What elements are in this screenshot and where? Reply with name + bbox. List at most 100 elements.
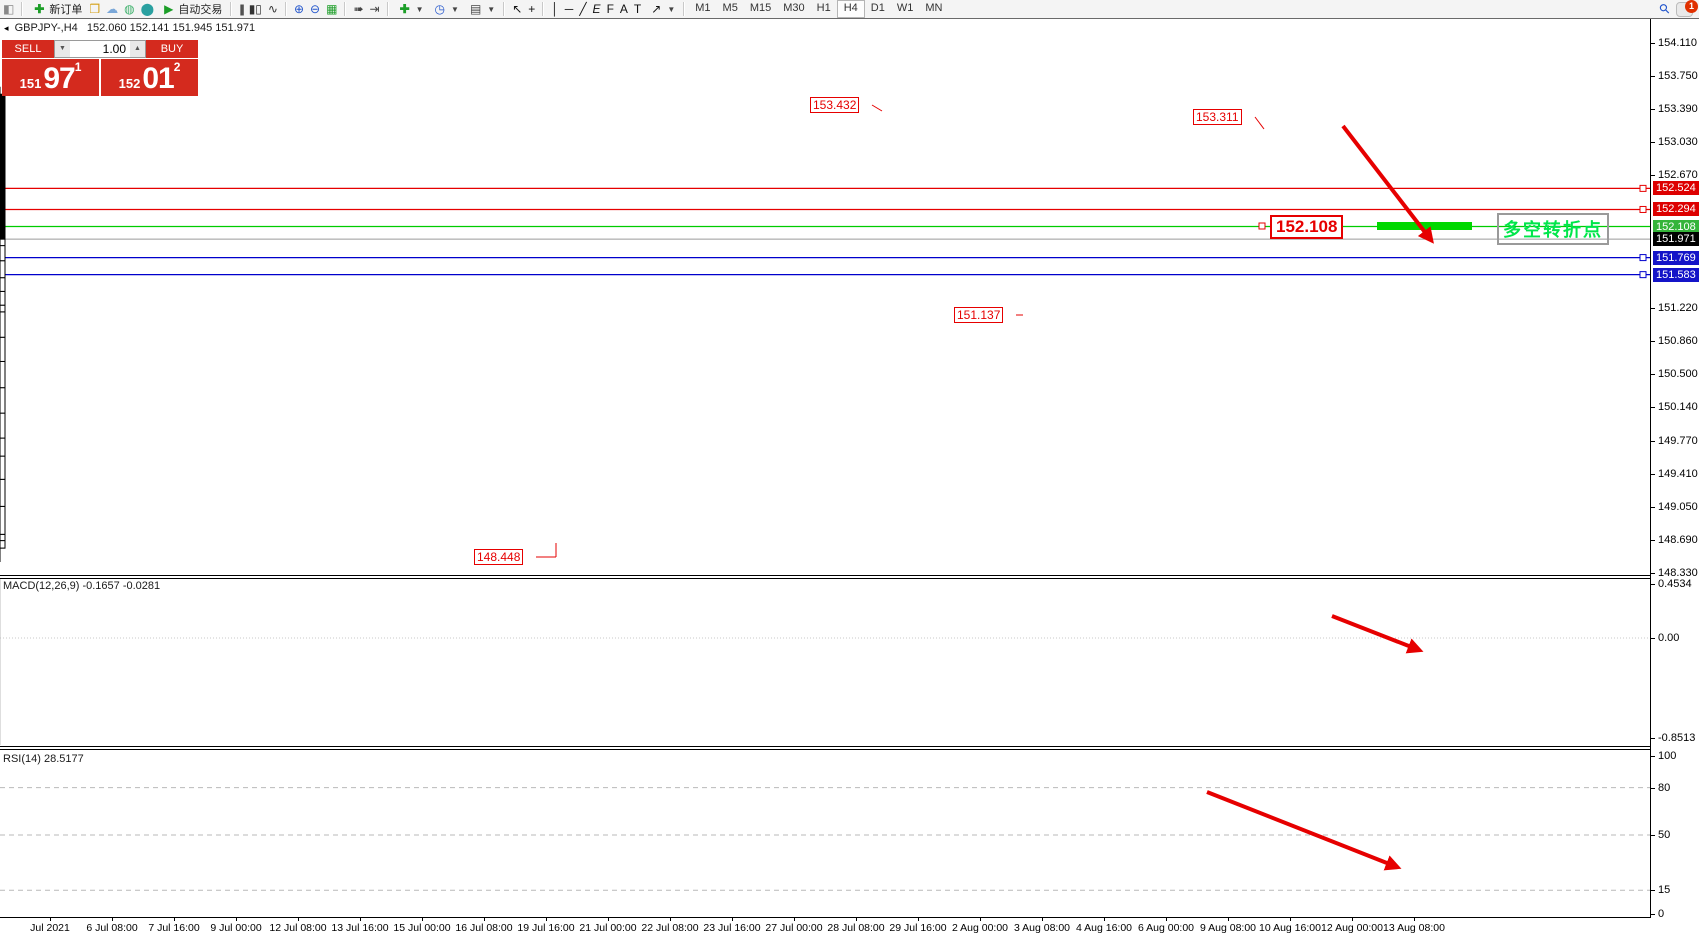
add-indicator-icon: ✚ (399, 2, 410, 16)
sell-button[interactable]: SELL (2, 40, 54, 58)
time-tick-label: 28 Jul 08:00 (827, 922, 885, 934)
market-icon[interactable]: ❒ (89, 2, 101, 16)
time-tick-label: 23 Jul 16:00 (703, 922, 761, 934)
price-tag-152.108[interactable]: 152.108 (1270, 215, 1344, 239)
equidistant-channel-icon[interactable]: E (592, 2, 601, 16)
time-tick-label: 3 Aug 08:00 (1013, 922, 1071, 934)
timeframe-H4[interactable]: H4 (836, 0, 865, 18)
timeframe-M15[interactable]: M15 (749, 2, 772, 14)
periods-button[interactable]: ◷ ▼ (428, 1, 463, 17)
time-tick (360, 918, 361, 921)
price-tick (1651, 572, 1655, 574)
new-order-button[interactable]: ✚ 新订单 (27, 1, 86, 17)
price-axis[interactable]: 154.110 153.750 153.390 153.030 152.670 151.2… (1650, 19, 1699, 920)
text-label-icon[interactable]: T (633, 2, 642, 16)
time-tick (732, 918, 733, 921)
price-tag-151.137[interactable]: 151.137 (954, 307, 1004, 323)
timeframe-MN[interactable]: MN (925, 2, 943, 14)
buy-button[interactable]: BUY (146, 40, 198, 58)
chart-shift-icon[interactable]: ⇥ (369, 2, 380, 16)
horizontal-line-icon[interactable]: ─ (564, 2, 574, 16)
notifications-icon[interactable]: 1 (1676, 0, 1698, 17)
price-level-badge: 151.583 (1653, 267, 1699, 282)
zoom-out-icon[interactable]: ⊖ (310, 2, 321, 16)
bar-chart-icon[interactable]: ||| (239, 2, 244, 16)
templates-button[interactable]: ▤ ▼ (463, 1, 499, 17)
volume-decrease-button[interactable]: ▼ (55, 41, 70, 57)
clipped-icon: ◧ (3, 2, 15, 16)
volume-input[interactable]: 1.00 (102, 42, 126, 56)
pivot-green-bar[interactable] (1377, 222, 1472, 230)
main-down-arrow[interactable] (1341, 124, 1434, 244)
rsi-panel[interactable] (0, 750, 1650, 917)
price-tag-148.448[interactable]: 148.448 (474, 549, 524, 565)
indicator-tick-label: 50 (1658, 829, 1671, 841)
macd-label: MACD(12,26,9) -0.1657 -0.0281 (3, 580, 161, 592)
line-handle (1639, 205, 1647, 213)
text-icon[interactable]: A (619, 2, 628, 16)
candlestick-chart-icon[interactable]: ▮▯ (248, 2, 262, 16)
time-tick (1166, 918, 1167, 921)
trendline-icon[interactable]: ╱ (579, 2, 587, 16)
sell-price-big: 97 (43, 62, 75, 95)
price-tick (1651, 473, 1655, 475)
price-tick (1651, 175, 1655, 176)
cursor-icon[interactable]: ↖ (512, 2, 523, 16)
vertical-line-icon[interactable]: │ (551, 2, 559, 16)
price-tag-153.432[interactable]: 153.432 (810, 97, 860, 113)
time-tick-label: 12 Aug 00:00 (1321, 922, 1383, 934)
buy-price-display[interactable]: 152 01 2 (101, 59, 198, 96)
price-tick (1651, 76, 1655, 77)
crosshair-icon[interactable]: + (528, 2, 536, 16)
line-handle[interactable] (1258, 222, 1266, 230)
time-tick (918, 918, 919, 921)
time-tick-label: 16 Jul 08:00 (455, 922, 513, 934)
line-handle (1639, 254, 1647, 262)
panel-separator[interactable] (0, 575, 1699, 579)
price-tick-label: 150.140 (1658, 400, 1698, 413)
price-tick-label: 149.050 (1658, 500, 1698, 513)
auto-trading-button[interactable]: ▶ 自动交易 (157, 1, 226, 17)
auto-scroll-icon[interactable]: ➠ (353, 2, 364, 16)
symbol-header: ◂ GBPJPY-,H4 152.060 152.141 151.945 151… (4, 22, 255, 34)
timeframe-H1[interactable]: H1 (816, 2, 831, 14)
timeframe-M30[interactable]: M30 (783, 2, 805, 14)
macd-panel[interactable] (0, 579, 1650, 745)
time-tick (670, 918, 671, 921)
community-icon[interactable]: ⬤ (140, 2, 155, 16)
signals-icon[interactable]: ◍ (124, 2, 135, 16)
arrows-button[interactable]: ↗ ▼ (644, 1, 679, 17)
search-icon[interactable]: ⚲ (1656, 0, 1674, 18)
indicator-tick-label: 0.4534 (1658, 578, 1692, 590)
tag-connector (1254, 116, 1265, 130)
time-tick-label: 21 Jul 00:00 (579, 922, 637, 934)
indicators-button[interactable]: ✚ ▼ (393, 1, 428, 17)
fibonacci-icon[interactable]: F (606, 2, 614, 16)
pivot-note-label[interactable]: 多空转折点 (1497, 213, 1609, 245)
time-tick (794, 918, 795, 921)
timeframe-W1[interactable]: W1 (896, 2, 914, 14)
timeframe-M1[interactable]: M1 (695, 2, 711, 14)
price-tag-153.311[interactable]: 153.311 (1193, 109, 1242, 125)
panel-separator[interactable] (0, 746, 1699, 750)
sell-price-display[interactable]: 151 97 1 (2, 59, 99, 96)
line-chart-icon[interactable]: ∿ (267, 2, 278, 16)
indicator-tick (1651, 756, 1655, 757)
zoom-in-icon[interactable]: ⊕ (293, 2, 305, 16)
price-tick (1651, 373, 1655, 375)
horizontal-level-lines[interactable] (0, 184, 1650, 279)
time-tick (50, 918, 51, 921)
timeframe-D1[interactable]: D1 (870, 2, 885, 14)
cloud-icon[interactable]: ☁ (106, 2, 119, 16)
rsi-down-arrow[interactable] (1206, 790, 1402, 871)
time-axis[interactable]: Jul 2021 6 Jul 08:00 7 Jul 16:00 9 Jul 00:0… (0, 918, 1699, 936)
toolbar-separator (386, 2, 389, 16)
macd-down-arrow[interactable] (1331, 614, 1424, 654)
tile-windows-icon[interactable]: ▦ (326, 2, 338, 16)
time-tick-label: 29 Jul 16:00 (889, 922, 947, 934)
chevron-down-icon: ▼ (487, 4, 496, 14)
volume-increase-button[interactable]: ▲ (130, 41, 145, 57)
auto-trading-label: 自动交易 (178, 4, 223, 16)
time-tick (1414, 918, 1415, 921)
timeframe-M5[interactable]: M5 (722, 2, 738, 14)
